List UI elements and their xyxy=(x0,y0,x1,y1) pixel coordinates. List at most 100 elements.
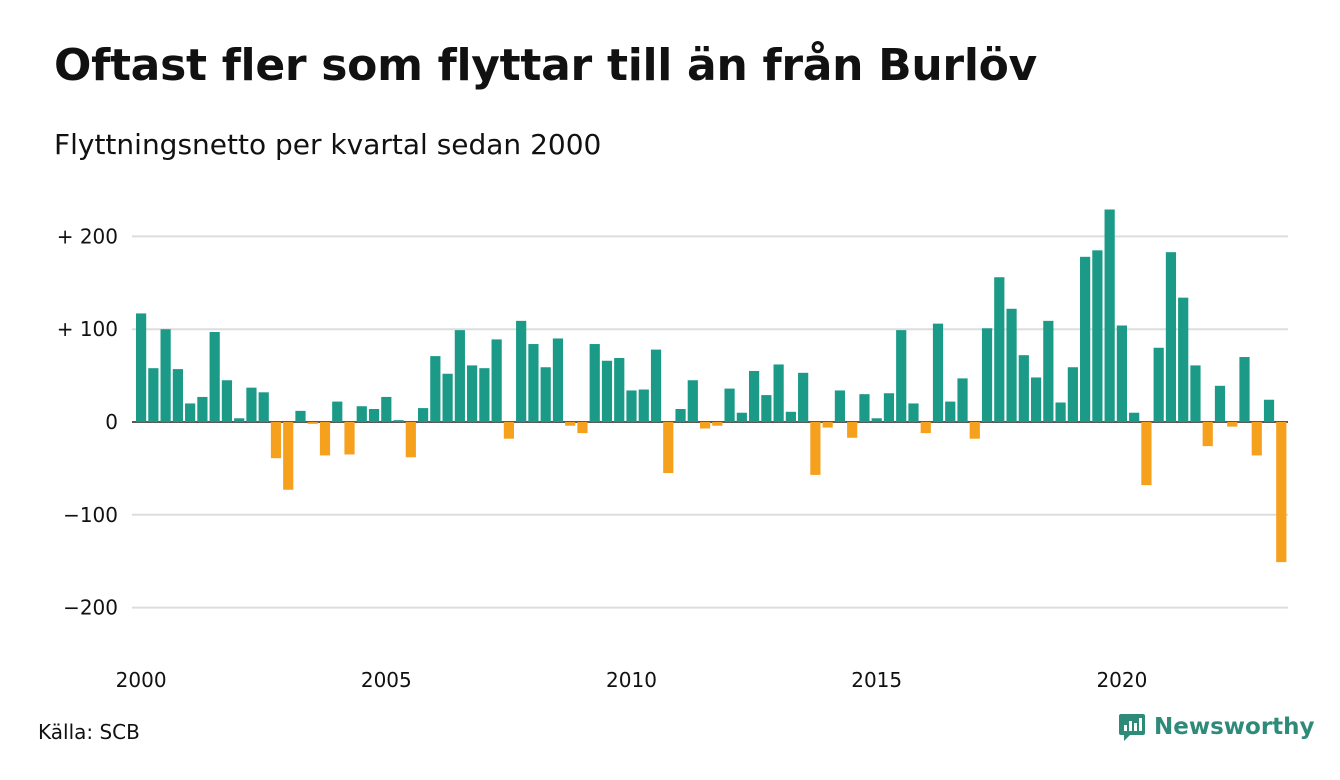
bar xyxy=(1202,422,1213,447)
bar xyxy=(442,373,453,422)
bar xyxy=(393,420,404,422)
bar xyxy=(994,277,1005,422)
bar xyxy=(847,422,858,438)
bar xyxy=(1190,365,1201,422)
chart-title: Oftast fler som flyttar till än från Bur… xyxy=(54,40,1037,91)
bar xyxy=(405,422,416,458)
bar xyxy=(822,422,833,428)
bar xyxy=(356,406,367,422)
bar xyxy=(565,422,576,426)
bar xyxy=(810,422,821,475)
bar xyxy=(883,393,895,422)
bar xyxy=(614,357,625,422)
x-tick-label: 2015 xyxy=(851,668,902,692)
bar xyxy=(626,390,637,422)
bar xyxy=(234,418,245,422)
brand-name: Newsworthy xyxy=(1154,714,1315,740)
bar xyxy=(491,339,502,422)
chart-subtitle: Flyttningsnetto per kvartal sedan 2000 xyxy=(54,128,602,161)
bar xyxy=(197,396,208,422)
bar xyxy=(761,395,772,422)
bar xyxy=(736,412,747,422)
bar xyxy=(981,328,993,422)
bar xyxy=(1276,422,1287,563)
bar xyxy=(1104,209,1115,422)
bar xyxy=(1165,252,1177,422)
bar xyxy=(381,396,392,422)
bar xyxy=(136,313,147,422)
bar xyxy=(1178,297,1189,422)
bar xyxy=(896,330,907,422)
bar xyxy=(1129,412,1140,422)
x-tick-label: 2020 xyxy=(1096,668,1147,692)
bar xyxy=(295,410,306,422)
bar xyxy=(1092,250,1103,422)
bar xyxy=(1006,308,1017,422)
bar xyxy=(969,422,980,439)
bar xyxy=(1141,422,1152,486)
bar xyxy=(1239,357,1250,422)
bar xyxy=(1030,377,1042,422)
x-tick-label: 2000 xyxy=(116,668,167,692)
bar xyxy=(319,422,331,456)
bar xyxy=(1214,385,1226,422)
bar xyxy=(1153,347,1164,422)
bar xyxy=(1067,367,1078,422)
x-axis-labels: 2000 2005 2010 2015 2020 xyxy=(116,668,1148,692)
bar xyxy=(920,422,931,434)
bar xyxy=(430,356,441,422)
y-tick-label: 0 xyxy=(105,410,118,434)
bar xyxy=(650,349,662,422)
bar xyxy=(552,338,564,422)
newsworthy-icon xyxy=(1119,714,1145,741)
y-tick-label: −100 xyxy=(63,503,118,527)
y-tick-label: + 200 xyxy=(57,224,118,248)
bar xyxy=(577,422,588,434)
bar xyxy=(209,331,220,422)
y-axis-labels: + 200 + 100 0 −100 −200 xyxy=(57,224,118,619)
bar xyxy=(932,323,944,422)
y-tick-label: −200 xyxy=(63,596,118,620)
bar xyxy=(467,365,478,422)
bar xyxy=(503,422,514,439)
bar xyxy=(773,364,784,422)
bar xyxy=(283,422,294,490)
bar xyxy=(417,408,429,422)
bar xyxy=(246,387,257,422)
bar xyxy=(712,422,723,426)
bar xyxy=(871,418,882,422)
x-tick-label: 2010 xyxy=(606,668,657,692)
bar xyxy=(540,367,551,422)
bar xyxy=(589,344,600,422)
bar xyxy=(1080,256,1091,422)
bar xyxy=(1263,399,1275,422)
bar xyxy=(148,368,159,422)
bar xyxy=(687,380,698,422)
bar xyxy=(675,409,686,422)
bar xyxy=(601,360,613,422)
bar xyxy=(221,380,233,422)
bar xyxy=(724,388,735,422)
bar xyxy=(307,422,318,424)
bar xyxy=(908,403,919,422)
source-note: Källa: SCB xyxy=(38,720,140,744)
bar xyxy=(270,422,282,459)
bar xyxy=(185,403,196,422)
bar xyxy=(1227,422,1238,427)
bar xyxy=(834,390,846,422)
bar xyxy=(1018,355,1029,422)
x-tick-label: 2005 xyxy=(361,668,412,692)
bar xyxy=(1055,402,1066,422)
bar xyxy=(785,411,796,422)
bar xyxy=(749,370,760,422)
bar xyxy=(859,394,870,422)
bar xyxy=(516,320,527,422)
bar xyxy=(663,422,674,474)
bar xyxy=(160,329,171,422)
bar xyxy=(798,372,809,422)
bar xyxy=(1251,422,1262,456)
bar xyxy=(528,344,539,422)
bar xyxy=(332,401,343,422)
y-tick-label: + 100 xyxy=(57,317,118,341)
